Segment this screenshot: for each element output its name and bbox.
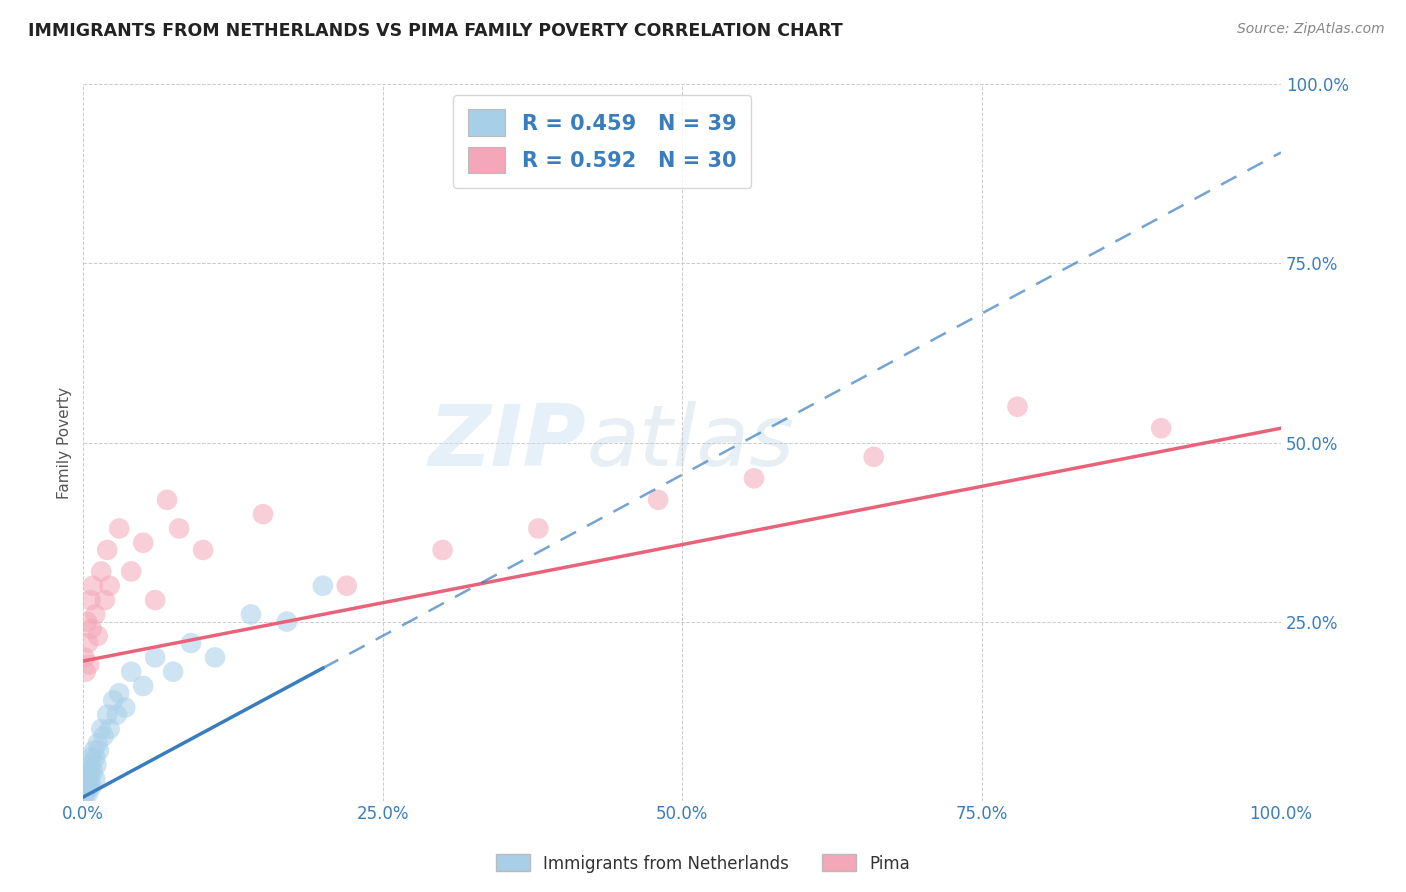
- Point: [1150, 421, 1173, 435]
- Point: [162, 665, 184, 679]
- Point: [86, 736, 108, 750]
- Point: [132, 679, 155, 693]
- Point: [76, 757, 98, 772]
- Point: [75, 665, 97, 679]
- Text: IMMIGRANTS FROM NETHERLANDS VS PIMA FAMILY POVERTY CORRELATION CHART: IMMIGRANTS FROM NETHERLANDS VS PIMA FAMI…: [28, 22, 842, 40]
- Legend: R = 0.459   N = 39, R = 0.592   N = 30: R = 0.459 N = 39, R = 0.592 N = 30: [453, 95, 751, 188]
- Point: [132, 536, 155, 550]
- Point: [1007, 400, 1029, 414]
- Text: Source: ZipAtlas.com: Source: ZipAtlas.com: [1237, 22, 1385, 37]
- Point: [73, 650, 96, 665]
- Point: [82, 764, 104, 779]
- Point: [647, 492, 669, 507]
- Point: [77, 772, 100, 786]
- Point: [77, 636, 100, 650]
- Point: [239, 607, 262, 622]
- Point: [432, 543, 454, 558]
- Point: [862, 450, 884, 464]
- Point: [312, 579, 335, 593]
- Point: [76, 615, 98, 629]
- Point: [191, 543, 214, 558]
- Point: [527, 521, 550, 535]
- Point: [120, 565, 142, 579]
- Point: [84, 750, 107, 764]
- Point: [90, 722, 112, 736]
- Point: [84, 607, 107, 622]
- Point: [79, 772, 101, 786]
- Point: [80, 622, 103, 636]
- Point: [93, 729, 115, 743]
- Point: [108, 686, 131, 700]
- Point: [86, 629, 108, 643]
- Point: [80, 779, 103, 793]
- Point: [76, 779, 98, 793]
- Point: [167, 521, 190, 535]
- Point: [84, 772, 107, 786]
- Point: [114, 700, 136, 714]
- Legend: Immigrants from Netherlands, Pima: Immigrants from Netherlands, Pima: [489, 847, 917, 880]
- Point: [75, 772, 97, 786]
- Text: atlas: atlas: [586, 401, 794, 484]
- Point: [73, 787, 96, 801]
- Point: [86, 757, 108, 772]
- Point: [90, 565, 112, 579]
- Point: [96, 543, 118, 558]
- Point: [75, 764, 97, 779]
- Point: [120, 665, 142, 679]
- Point: [87, 743, 110, 757]
- Point: [252, 507, 274, 521]
- Point: [98, 722, 121, 736]
- Point: [77, 779, 100, 793]
- Point: [82, 579, 104, 593]
- Point: [79, 750, 101, 764]
- Point: [742, 471, 765, 485]
- Point: [79, 593, 101, 607]
- Point: [276, 615, 298, 629]
- Point: [143, 650, 166, 665]
- Point: [180, 636, 202, 650]
- Y-axis label: Family Poverty: Family Poverty: [58, 386, 72, 499]
- Point: [75, 787, 97, 801]
- Point: [105, 707, 128, 722]
- Point: [204, 650, 226, 665]
- Point: [77, 787, 100, 801]
- Point: [336, 579, 359, 593]
- Point: [156, 492, 179, 507]
- Point: [98, 579, 121, 593]
- Point: [83, 743, 105, 757]
- Point: [108, 521, 131, 535]
- Point: [80, 757, 103, 772]
- Point: [77, 764, 100, 779]
- Point: [103, 693, 125, 707]
- Point: [96, 707, 118, 722]
- Point: [73, 779, 96, 793]
- Point: [94, 593, 117, 607]
- Text: ZIP: ZIP: [429, 401, 586, 484]
- Point: [77, 657, 100, 672]
- Point: [143, 593, 166, 607]
